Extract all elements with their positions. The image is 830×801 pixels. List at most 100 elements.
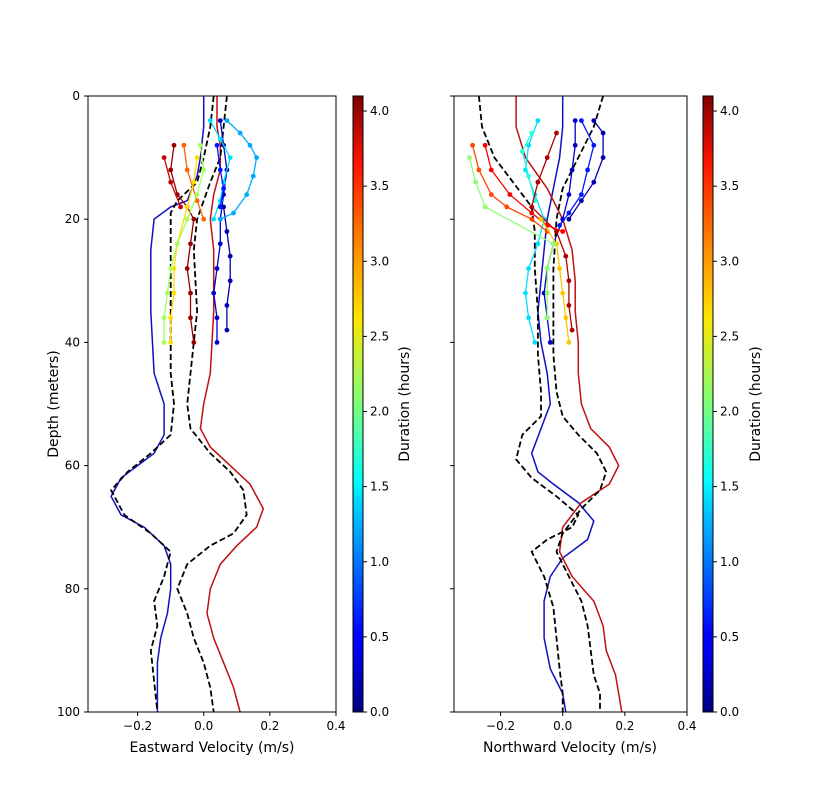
observation-line-9 <box>216 145 225 208</box>
plot-area-1 <box>110 95 265 713</box>
observation-point <box>247 142 253 148</box>
plot-area-2 <box>467 95 623 713</box>
colorbar-tick-label: 2.0 <box>720 405 739 419</box>
red-profile <box>199 96 265 713</box>
observation-point <box>188 315 193 321</box>
observation-point <box>544 266 550 271</box>
observation-point <box>231 210 236 216</box>
colorbar-1 <box>352 95 364 713</box>
observation-line-1 <box>559 120 595 226</box>
observation-point <box>178 204 184 210</box>
observation-point <box>557 223 562 228</box>
observation-line-0 <box>213 120 228 343</box>
observation-line-2 <box>568 120 604 220</box>
observation-point <box>566 192 572 198</box>
observation-point <box>224 118 230 123</box>
observation-point <box>544 290 550 296</box>
axes-frame-1 <box>87 95 337 713</box>
observation-point <box>161 340 167 345</box>
observation-point <box>217 204 223 210</box>
observation-line-5 <box>170 157 198 343</box>
panel-2: −0.2 0.0 0.2 0.4 Northward Velocity (m/s) 0… <box>450 95 764 756</box>
colorbar-tick-label: 3.5 <box>720 179 739 193</box>
observation-point <box>529 204 535 210</box>
blue-profile <box>110 96 205 712</box>
observation-point <box>551 241 556 247</box>
observation-line-7 <box>209 120 231 220</box>
observation-point <box>217 118 223 123</box>
observation-point <box>488 167 494 173</box>
observation-point <box>470 142 475 148</box>
colorbar-label-2: Duration (hours) <box>748 346 764 462</box>
observation-line-8 <box>540 218 570 343</box>
colorbar-tick-label: 2.5 <box>720 329 739 343</box>
y-axis-label-1: Depth (meters) <box>46 350 62 457</box>
observation-point <box>211 216 217 222</box>
observation-point <box>174 241 180 247</box>
observation-point <box>168 167 174 173</box>
x-tick-label: 0.0 <box>194 719 213 733</box>
x-tick-label: 0.2 <box>615 719 634 733</box>
observation-point <box>523 290 528 296</box>
observation-line-6 <box>484 145 563 233</box>
observation-point <box>244 192 250 198</box>
observation-point <box>168 179 174 185</box>
observation-point <box>207 118 213 123</box>
observation-point <box>585 167 590 173</box>
colorbar-tick-label: 1.5 <box>720 480 739 494</box>
observation-point <box>566 303 572 308</box>
observation-point <box>544 315 550 321</box>
observation-point <box>591 179 597 185</box>
observation-point <box>165 290 170 296</box>
x-tick-label: −0.2 <box>486 719 515 733</box>
observation-point <box>201 167 207 173</box>
observation-line-1 <box>222 206 231 331</box>
observation-point <box>217 216 223 222</box>
observation-point <box>560 290 566 296</box>
colorbar-tick-label: 2.5 <box>370 329 389 343</box>
observation-point <box>482 142 488 148</box>
observation-point <box>538 216 544 222</box>
observation-line-4 <box>183 145 205 220</box>
observation-point <box>184 204 190 210</box>
observation-point <box>217 136 223 142</box>
observation-point <box>579 198 584 204</box>
y-ticks-1: 0 20 40 60 80 100 <box>57 89 88 719</box>
observation-point <box>171 266 177 271</box>
observation-point <box>214 340 220 345</box>
observation-point <box>532 340 538 345</box>
x-tick-label: −0.2 <box>123 719 152 733</box>
colorbar-tick-label: 0.0 <box>720 705 739 719</box>
observation-point <box>569 327 575 333</box>
observation-line-2 <box>170 145 195 343</box>
observation-point <box>547 340 553 345</box>
observation-point <box>221 186 227 191</box>
observation-point <box>566 278 572 284</box>
colorbar-tick-label: 0.0 <box>370 705 389 719</box>
colorbar-tick-label: 0.5 <box>720 630 739 644</box>
observation-point <box>572 142 578 148</box>
observation-point <box>224 327 230 333</box>
observation-point <box>214 266 220 271</box>
observation-point <box>221 204 227 210</box>
observation-point <box>254 155 259 161</box>
observation-point <box>237 130 243 136</box>
x-axis-label-1: Eastward Velocity (m/s) <box>129 740 294 756</box>
observation-line-8 <box>220 120 258 220</box>
colorbar-tick-label: 1.5 <box>370 480 389 494</box>
x-ticks-2: −0.2 0.0 0.2 0.4 <box>486 712 697 733</box>
dashed-profile-a <box>478 95 580 712</box>
observation-point <box>579 192 584 198</box>
observation-point <box>600 130 606 136</box>
observation-point <box>250 173 256 179</box>
colorbar-tick-label: 3.0 <box>370 254 389 268</box>
observation-point <box>467 155 472 161</box>
colorbar-label-1: Duration (hours) <box>397 346 413 462</box>
x-tick-label: 0.0 <box>553 719 572 733</box>
colorbar-tick-label: 0.5 <box>370 630 389 644</box>
blue-profile <box>530 96 595 713</box>
observation-point <box>535 118 541 123</box>
observation-point <box>529 216 535 222</box>
observation-point <box>191 340 197 345</box>
observation-point <box>600 155 606 161</box>
